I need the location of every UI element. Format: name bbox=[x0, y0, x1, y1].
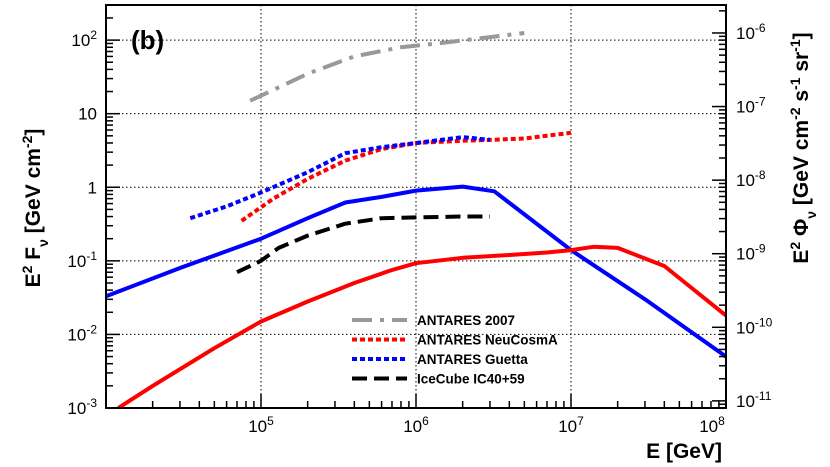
legend: ANTARES 2007 ANTARES NeuCosmA ANTARES Guet… bbox=[352, 313, 558, 387]
series-line-antares-neucosma bbox=[240, 130, 572, 223]
x-tick-label-106: 106 bbox=[403, 414, 429, 436]
series-line-red-model bbox=[117, 244, 726, 408]
x-axis-title: E [GeV] bbox=[646, 440, 722, 463]
legend-label-icecube-ic40-59: IceCube IC40+59 bbox=[417, 372, 525, 387]
series-line-antares-guetta bbox=[189, 135, 491, 221]
x-tick-label-108: 108 bbox=[699, 414, 725, 436]
panel-label: (b) bbox=[131, 25, 164, 55]
y-tick-label-right-10-11: 10-11 bbox=[736, 389, 772, 411]
legend-label-antares-neucosma: ANTARES NeuCosmA bbox=[417, 333, 558, 348]
series-line-blue-model bbox=[106, 184, 726, 359]
x-tick-label-105: 105 bbox=[248, 414, 274, 436]
series-line-icecube-ic40-59 bbox=[236, 214, 490, 275]
y-tick-label-left-1: 1 bbox=[88, 178, 97, 197]
y-tick-label-left-10-3: 10-3 bbox=[67, 396, 97, 418]
y-tick-label-left-10-2: 10-2 bbox=[67, 322, 97, 344]
y-axis-title-left: E2 Fν [GeV cm-2] bbox=[19, 129, 51, 288]
y-tick-labels-left: 10-3 10-2 10-1 1 10 102 bbox=[67, 28, 97, 418]
y-tick-label-left-102: 102 bbox=[71, 28, 97, 50]
legend-label-antares-guetta: ANTARES Guetta bbox=[417, 352, 528, 367]
x-tick-labels: 105 106 107 108 bbox=[248, 414, 725, 436]
y-tick-label-right-10-6: 10-6 bbox=[736, 21, 766, 43]
legend-label-antares-2007: ANTARES 2007 bbox=[417, 313, 515, 328]
y-tick-label-right-10-9: 10-9 bbox=[736, 242, 766, 264]
series-line-antares-2007 bbox=[249, 31, 525, 103]
y-tick-label-right-10-8: 10-8 bbox=[736, 168, 766, 190]
series-layer bbox=[106, 31, 726, 408]
y-tick-label-right-10-10: 10-10 bbox=[736, 315, 773, 337]
y-tick-label-left-10-1: 10-1 bbox=[67, 249, 97, 271]
y-tick-label-right-10-7: 10-7 bbox=[736, 95, 766, 117]
y-tick-label-left-10: 10 bbox=[78, 105, 97, 124]
y-tick-labels-right: 10-11 10-10 10-9 10-8 10-7 10-6 bbox=[736, 21, 773, 411]
ticks bbox=[105, 4, 726, 409]
x-tick-label-107: 107 bbox=[558, 414, 584, 436]
y-axis-title-right: E2 Φν [GeV cm-2 s-1 sr-1] bbox=[787, 32, 819, 263]
